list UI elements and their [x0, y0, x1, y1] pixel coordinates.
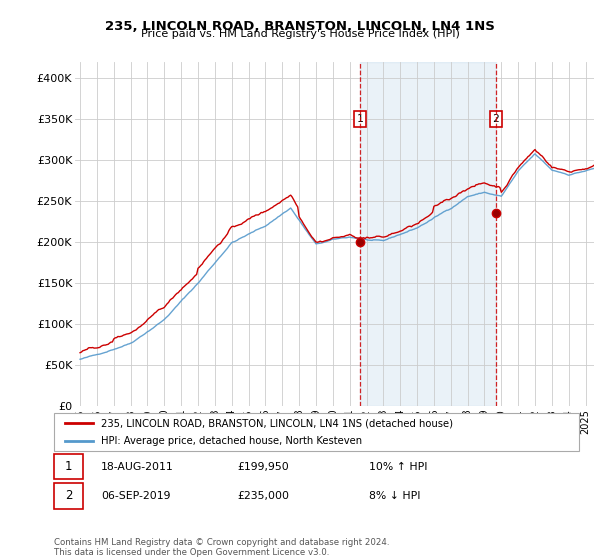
- Text: HPI: Average price, detached house, North Kesteven: HPI: Average price, detached house, Nort…: [101, 436, 362, 446]
- Text: 2: 2: [493, 114, 499, 124]
- Text: Contains HM Land Registry data © Crown copyright and database right 2024.
This d: Contains HM Land Registry data © Crown c…: [54, 538, 389, 557]
- Text: 18-AUG-2011: 18-AUG-2011: [101, 461, 174, 472]
- FancyBboxPatch shape: [54, 483, 83, 509]
- Text: 235, LINCOLN ROAD, BRANSTON, LINCOLN, LN4 1NS: 235, LINCOLN ROAD, BRANSTON, LINCOLN, LN…: [105, 20, 495, 32]
- Text: £199,950: £199,950: [238, 461, 290, 472]
- Text: 2: 2: [65, 489, 72, 502]
- Text: 10% ↑ HPI: 10% ↑ HPI: [369, 461, 427, 472]
- Bar: [360, 62, 496, 406]
- Text: 1: 1: [357, 114, 364, 124]
- FancyBboxPatch shape: [54, 413, 579, 451]
- Text: 06-SEP-2019: 06-SEP-2019: [101, 491, 171, 501]
- Text: £235,000: £235,000: [238, 491, 290, 501]
- Text: 8% ↓ HPI: 8% ↓ HPI: [369, 491, 421, 501]
- Text: Price paid vs. HM Land Registry's House Price Index (HPI): Price paid vs. HM Land Registry's House …: [140, 29, 460, 39]
- Text: 1: 1: [65, 460, 72, 473]
- Text: 235, LINCOLN ROAD, BRANSTON, LINCOLN, LN4 1NS (detached house): 235, LINCOLN ROAD, BRANSTON, LINCOLN, LN…: [101, 418, 453, 428]
- FancyBboxPatch shape: [54, 454, 83, 479]
